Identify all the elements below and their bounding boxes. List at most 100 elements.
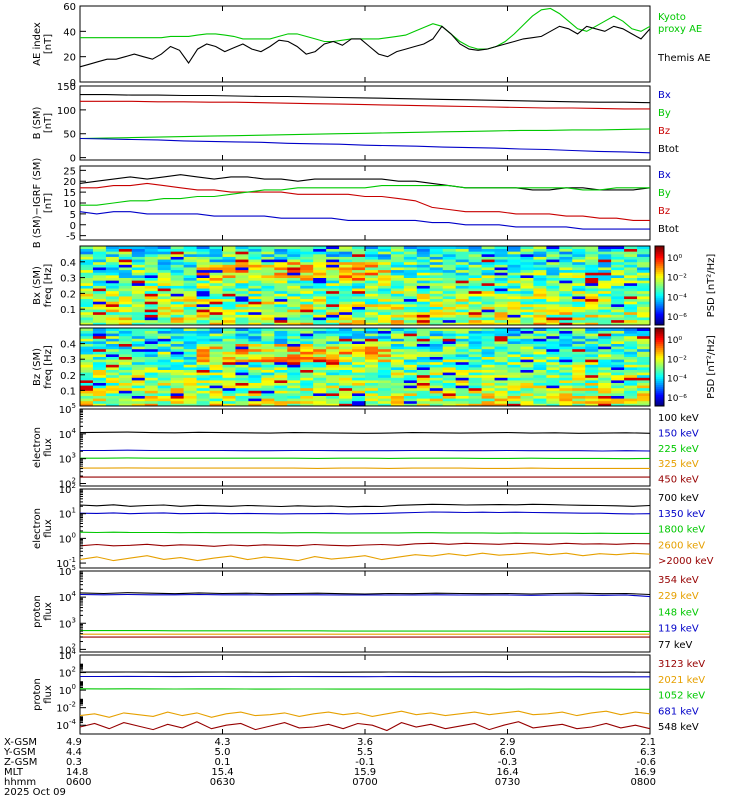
spectrogram-cell [339, 269, 353, 273]
spectrogram-cell [326, 301, 340, 305]
spectrogram-cell [131, 259, 146, 263]
spectrogram-cell [416, 301, 431, 305]
spectrogram-cell [403, 251, 418, 255]
spectrogram-cell [585, 298, 599, 302]
spectrogram-cell [624, 356, 638, 360]
colorbar-step [655, 323, 664, 326]
spectrogram-cell [222, 309, 236, 313]
spectrogram-cell [326, 272, 340, 276]
colorbar-step [655, 295, 664, 298]
spectrogram-cell [339, 380, 353, 383]
spectrogram-cell [92, 385, 107, 389]
ephemeris-value: 4.9 [66, 737, 82, 748]
spectrogram-cell [287, 285, 301, 289]
spectrogram-cell [624, 282, 638, 286]
spectrogram-cell [80, 341, 94, 344]
spectrogram-cell [429, 264, 444, 268]
spectrogram-cell [481, 309, 495, 313]
spectrogram-cell [261, 364, 275, 368]
spectrogram-cell [611, 251, 625, 255]
spectrogram-cell [624, 314, 638, 318]
spectrogram-cell [585, 253, 599, 257]
spectrogram-cell [429, 333, 444, 337]
spectrogram-cell [520, 285, 534, 289]
ylabel-line: [nT] [43, 113, 54, 133]
spectrogram-cell [403, 341, 418, 344]
spectrogram-cell [637, 380, 651, 383]
spectrogram-cell [183, 261, 197, 265]
spectrogram-cell [196, 367, 210, 370]
spectrogram-cell [533, 251, 547, 255]
spectrogram-cell [313, 256, 327, 260]
spectrogram-cell [300, 301, 314, 305]
series-line [80, 182, 650, 221]
colorbar-step [655, 279, 664, 282]
spectrogram-cell [105, 333, 120, 337]
spectrogram-cell [196, 272, 210, 276]
spectrogram-cell [352, 298, 366, 302]
spectrogram-cell [131, 296, 146, 300]
spectrogram-cell [222, 319, 236, 323]
spectrogram-cell [196, 380, 210, 383]
spectrogram-cell [481, 390, 495, 394]
spectrogram-cell [624, 246, 638, 250]
spectrogram-cell [403, 400, 418, 404]
spectrogram-cell [468, 282, 482, 286]
spectrogram-cell [572, 285, 586, 289]
spectrogram-cell [80, 285, 94, 289]
spectrogram-cell [352, 380, 366, 383]
spectrogram-cell [92, 248, 107, 252]
colorbar-step [655, 345, 664, 348]
spectrogram-cell [455, 293, 470, 297]
ephemeris-value: 6.0 [500, 747, 516, 758]
spectrogram-cell [365, 377, 379, 381]
spectrogram-cell [598, 382, 612, 386]
spectrogram-cell [157, 400, 172, 404]
spectrogram-cell [585, 351, 599, 355]
spectrogram-cell [118, 385, 133, 389]
spectrogram-cell [429, 372, 444, 376]
ylabel-ae: AE index [nT] [32, 22, 54, 66]
spectrogram-cell [416, 277, 431, 281]
spectrogram-cell [416, 364, 431, 368]
spectrogram-cell [559, 290, 573, 294]
spectrogram-cell [222, 390, 236, 394]
spectrogram-cell [390, 382, 405, 386]
spectrogram-cell [611, 390, 625, 394]
spectrogram-cell [365, 382, 379, 386]
spectrogram-cell [131, 306, 146, 310]
series-line [80, 185, 650, 206]
spectrogram-cell [533, 259, 547, 263]
spectrogram-cell [313, 269, 327, 273]
spectrogram-cell [196, 246, 210, 250]
spectrogram-cell [300, 272, 314, 276]
spectrogram-cell [507, 290, 521, 294]
colorbar-step [655, 299, 664, 302]
spectrogram-cell [429, 390, 444, 394]
spectrogram-cell [468, 382, 482, 386]
spectrogram-cell [144, 288, 159, 292]
spectrogram-cell [80, 343, 94, 347]
spectrogram-cell [80, 298, 94, 302]
spectrogram-cell [183, 256, 197, 260]
spectrogram-cell [559, 285, 573, 289]
spectrogram-cell [390, 377, 405, 381]
spectrogram-cell [403, 296, 418, 300]
spectrogram-cell [598, 296, 612, 300]
spectrogram-cell [624, 395, 638, 399]
spectrogram-cell [494, 282, 508, 286]
spectrogram-cell [157, 354, 172, 357]
spectrogram-cell [209, 390, 223, 394]
spectrogram-cell [326, 395, 340, 399]
spectrogram-cell [520, 387, 534, 391]
spectrogram-cell [403, 256, 418, 260]
spectrogram-cell [118, 285, 133, 289]
spectrogram-cell [92, 346, 107, 350]
spectrogram-cell [559, 272, 573, 276]
spectrogram-cell [533, 253, 547, 257]
spectrogram-cell [559, 269, 573, 273]
spectrogram-cell [326, 361, 340, 365]
spectrogram-cell [507, 303, 521, 307]
spectrogram-cell [131, 261, 146, 265]
spectrogram-cell [209, 311, 223, 315]
